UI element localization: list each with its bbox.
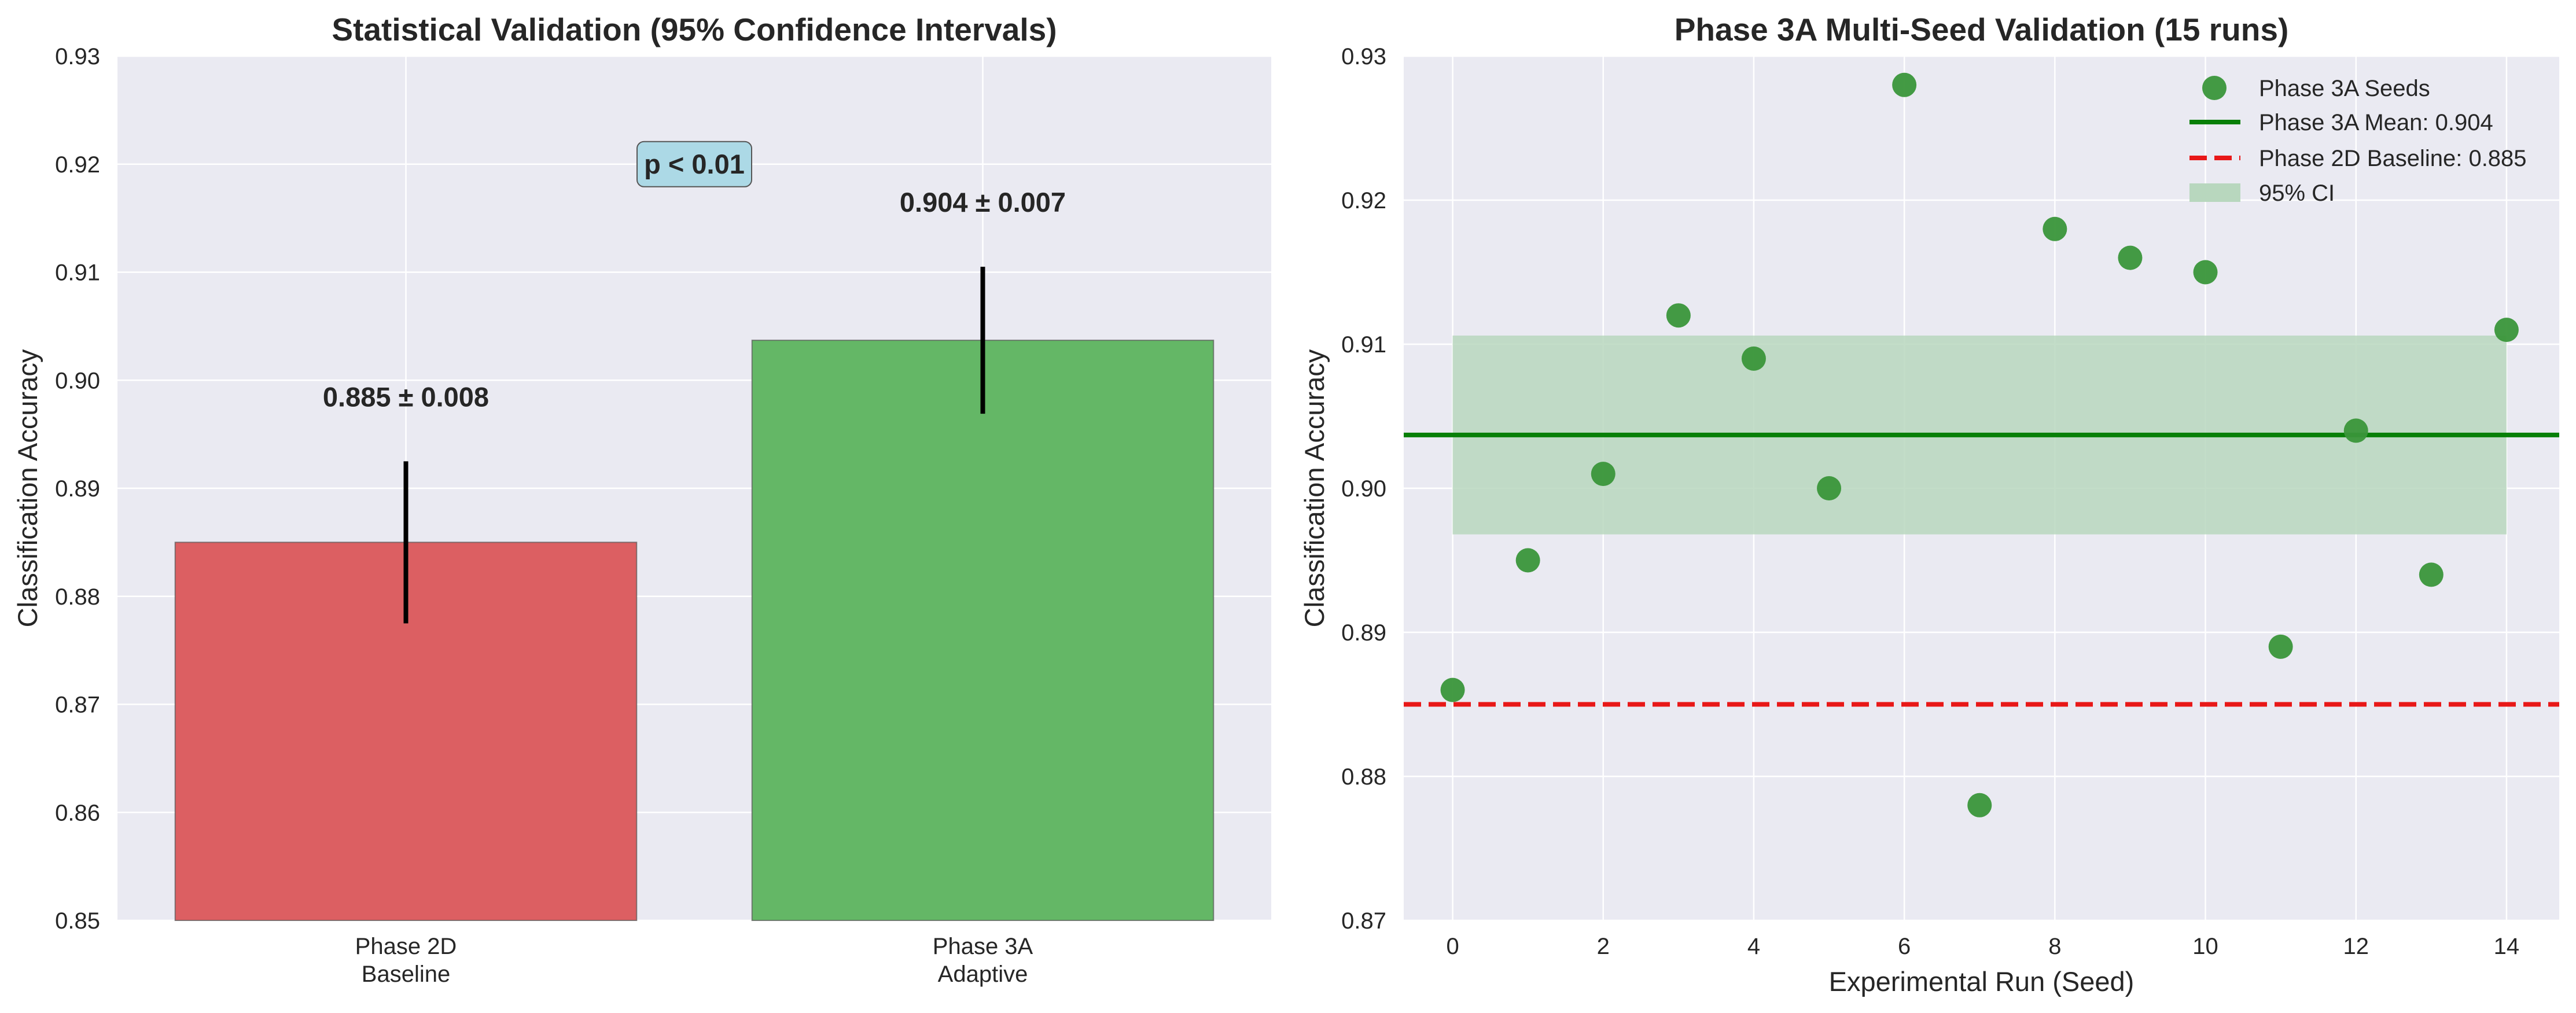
bar-phase-3a-adaptive	[751, 340, 1215, 921]
scatter-point	[2419, 562, 2443, 587]
bar-chart-y-tick-label: 0.92	[55, 152, 100, 178]
bar-chart-x-tick-label: Phase 2D	[355, 934, 457, 959]
bar-chart-x-tick-sublabel: Adaptive	[938, 962, 1028, 987]
scatter-chart-x-tick-label: 4	[1747, 934, 1760, 959]
bar-chart-y-tick-label: 0.91	[55, 260, 100, 286]
bar-chart-marks: 0.885 ± 0.008 0.904 ± 0.007	[174, 187, 1215, 921]
scatter-point	[2343, 418, 2368, 443]
scatter-chart-marks	[1404, 72, 2559, 817]
scatter-chart-x-tick-label: 14	[2494, 934, 2520, 959]
bar-chart-x-tick-sublabel: Baseline	[362, 962, 450, 987]
bar-value-label: 0.904 ± 0.007	[900, 187, 1066, 218]
scatter-point	[1515, 548, 1540, 573]
bar-chart-x-tick-label: Phase 3A	[933, 934, 1033, 959]
scatter-chart-x-tick-label: 8	[2048, 934, 2061, 959]
scatter-point	[1741, 346, 1766, 371]
scatter-chart-ticks: 0.87 0.88 0.89 0.90 0.91 0.92 0.93 0 2 4 6 8 10 12 14	[1341, 44, 2519, 959]
bar-chart-y-tick-label: 0.88	[55, 584, 100, 610]
scatter-point	[1892, 72, 1917, 97]
legend-label-mean: Phase 3A Mean: 0.904	[2259, 110, 2493, 135]
scatter-chart-x-tick-label: 6	[1898, 934, 1911, 959]
legend-marker-seeds	[2202, 76, 2227, 100]
scatter-chart-legend: Phase 3A Seeds Phase 3A Mean: 0.904 Phase …	[2189, 76, 2527, 206]
scatter-chart-y-axis-label: Classification Accuracy	[1299, 349, 1330, 627]
legend-label-baseline: Phase 2D Baseline: 0.885	[2259, 146, 2527, 171]
scatter-point	[1591, 462, 1615, 487]
bar-chart-y-tick-label: 0.93	[55, 44, 100, 69]
scatter-point	[1440, 677, 1465, 702]
scatter-point	[2268, 634, 2293, 659]
scatter-chart-panel: 0.870.880.890.900.910.920.930 2 4 6 8 10 12 14 …	[1299, 12, 2559, 997]
scatter-chart-y-tick-label: 0.92	[1341, 188, 1386, 213]
legend-marker-ci	[2189, 183, 2240, 202]
scatter-point	[1666, 303, 1691, 328]
legend-label-ci: 95% CI	[2259, 181, 2335, 206]
scatter-chart-title: Phase 3A Multi-Seed Validation (15 runs)	[1675, 12, 2289, 47]
scatter-chart-y-tick-label: 0.89	[1341, 620, 1386, 646]
p-value-box	[636, 141, 752, 187]
scatter-chart-y-tick-label: 0.93	[1341, 44, 1386, 69]
scatter-point	[1967, 793, 1992, 817]
bar-chart-y-tick-label: 0.85	[55, 908, 100, 934]
scatter-chart-y-tick-label: 0.90	[1341, 476, 1386, 502]
scatter-point	[2118, 245, 2143, 270]
bar-chart-y-tick-label: 0.87	[55, 692, 100, 718]
scatter-point	[2193, 260, 2218, 285]
scatter-chart-x-tick-label: 2	[1597, 934, 1610, 959]
bar-chart-y-tick-label: 0.86	[55, 800, 100, 826]
scatter-chart-y-tick-label: 0.88	[1341, 764, 1386, 790]
scatter-chart-x-tick-label: 10	[2192, 934, 2218, 959]
scatter-chart-x-axis-label: Experimental Run (Seed)	[1829, 966, 2135, 997]
scatter-chart-y-tick-label: 0.87	[1341, 908, 1386, 934]
scatter-chart-x-tick-label: 0	[1446, 934, 1459, 959]
scatter-chart-y-tick-label: 0.91	[1341, 332, 1386, 358]
bar-chart-ticks: 0.85 0.86 0.87 0.88 0.89 0.90 0.91 0.92 0.93 Phas…	[55, 44, 1033, 987]
legend-label-seeds: Phase 3A Seeds	[2259, 76, 2430, 101]
scatter-point	[1817, 476, 1842, 500]
scatter-chart-x-tick-label: 12	[2343, 934, 2369, 959]
scatter-point	[2494, 318, 2519, 342]
p-value-annotation: p < 0.01	[636, 141, 752, 187]
p-value-text: p < 0.01	[644, 149, 745, 179]
scatter-point	[2043, 216, 2067, 241]
bar-chart-y-axis-label: Classification Accuracy	[12, 349, 43, 627]
bar-value-label: 0.885 ± 0.008	[323, 381, 489, 412]
bar-chart-title: Statistical Validation (95% Confidence I…	[332, 12, 1057, 47]
bar-chart-y-tick-label: 0.89	[55, 476, 100, 502]
bar-chart-y-tick-label: 0.90	[55, 368, 100, 393]
